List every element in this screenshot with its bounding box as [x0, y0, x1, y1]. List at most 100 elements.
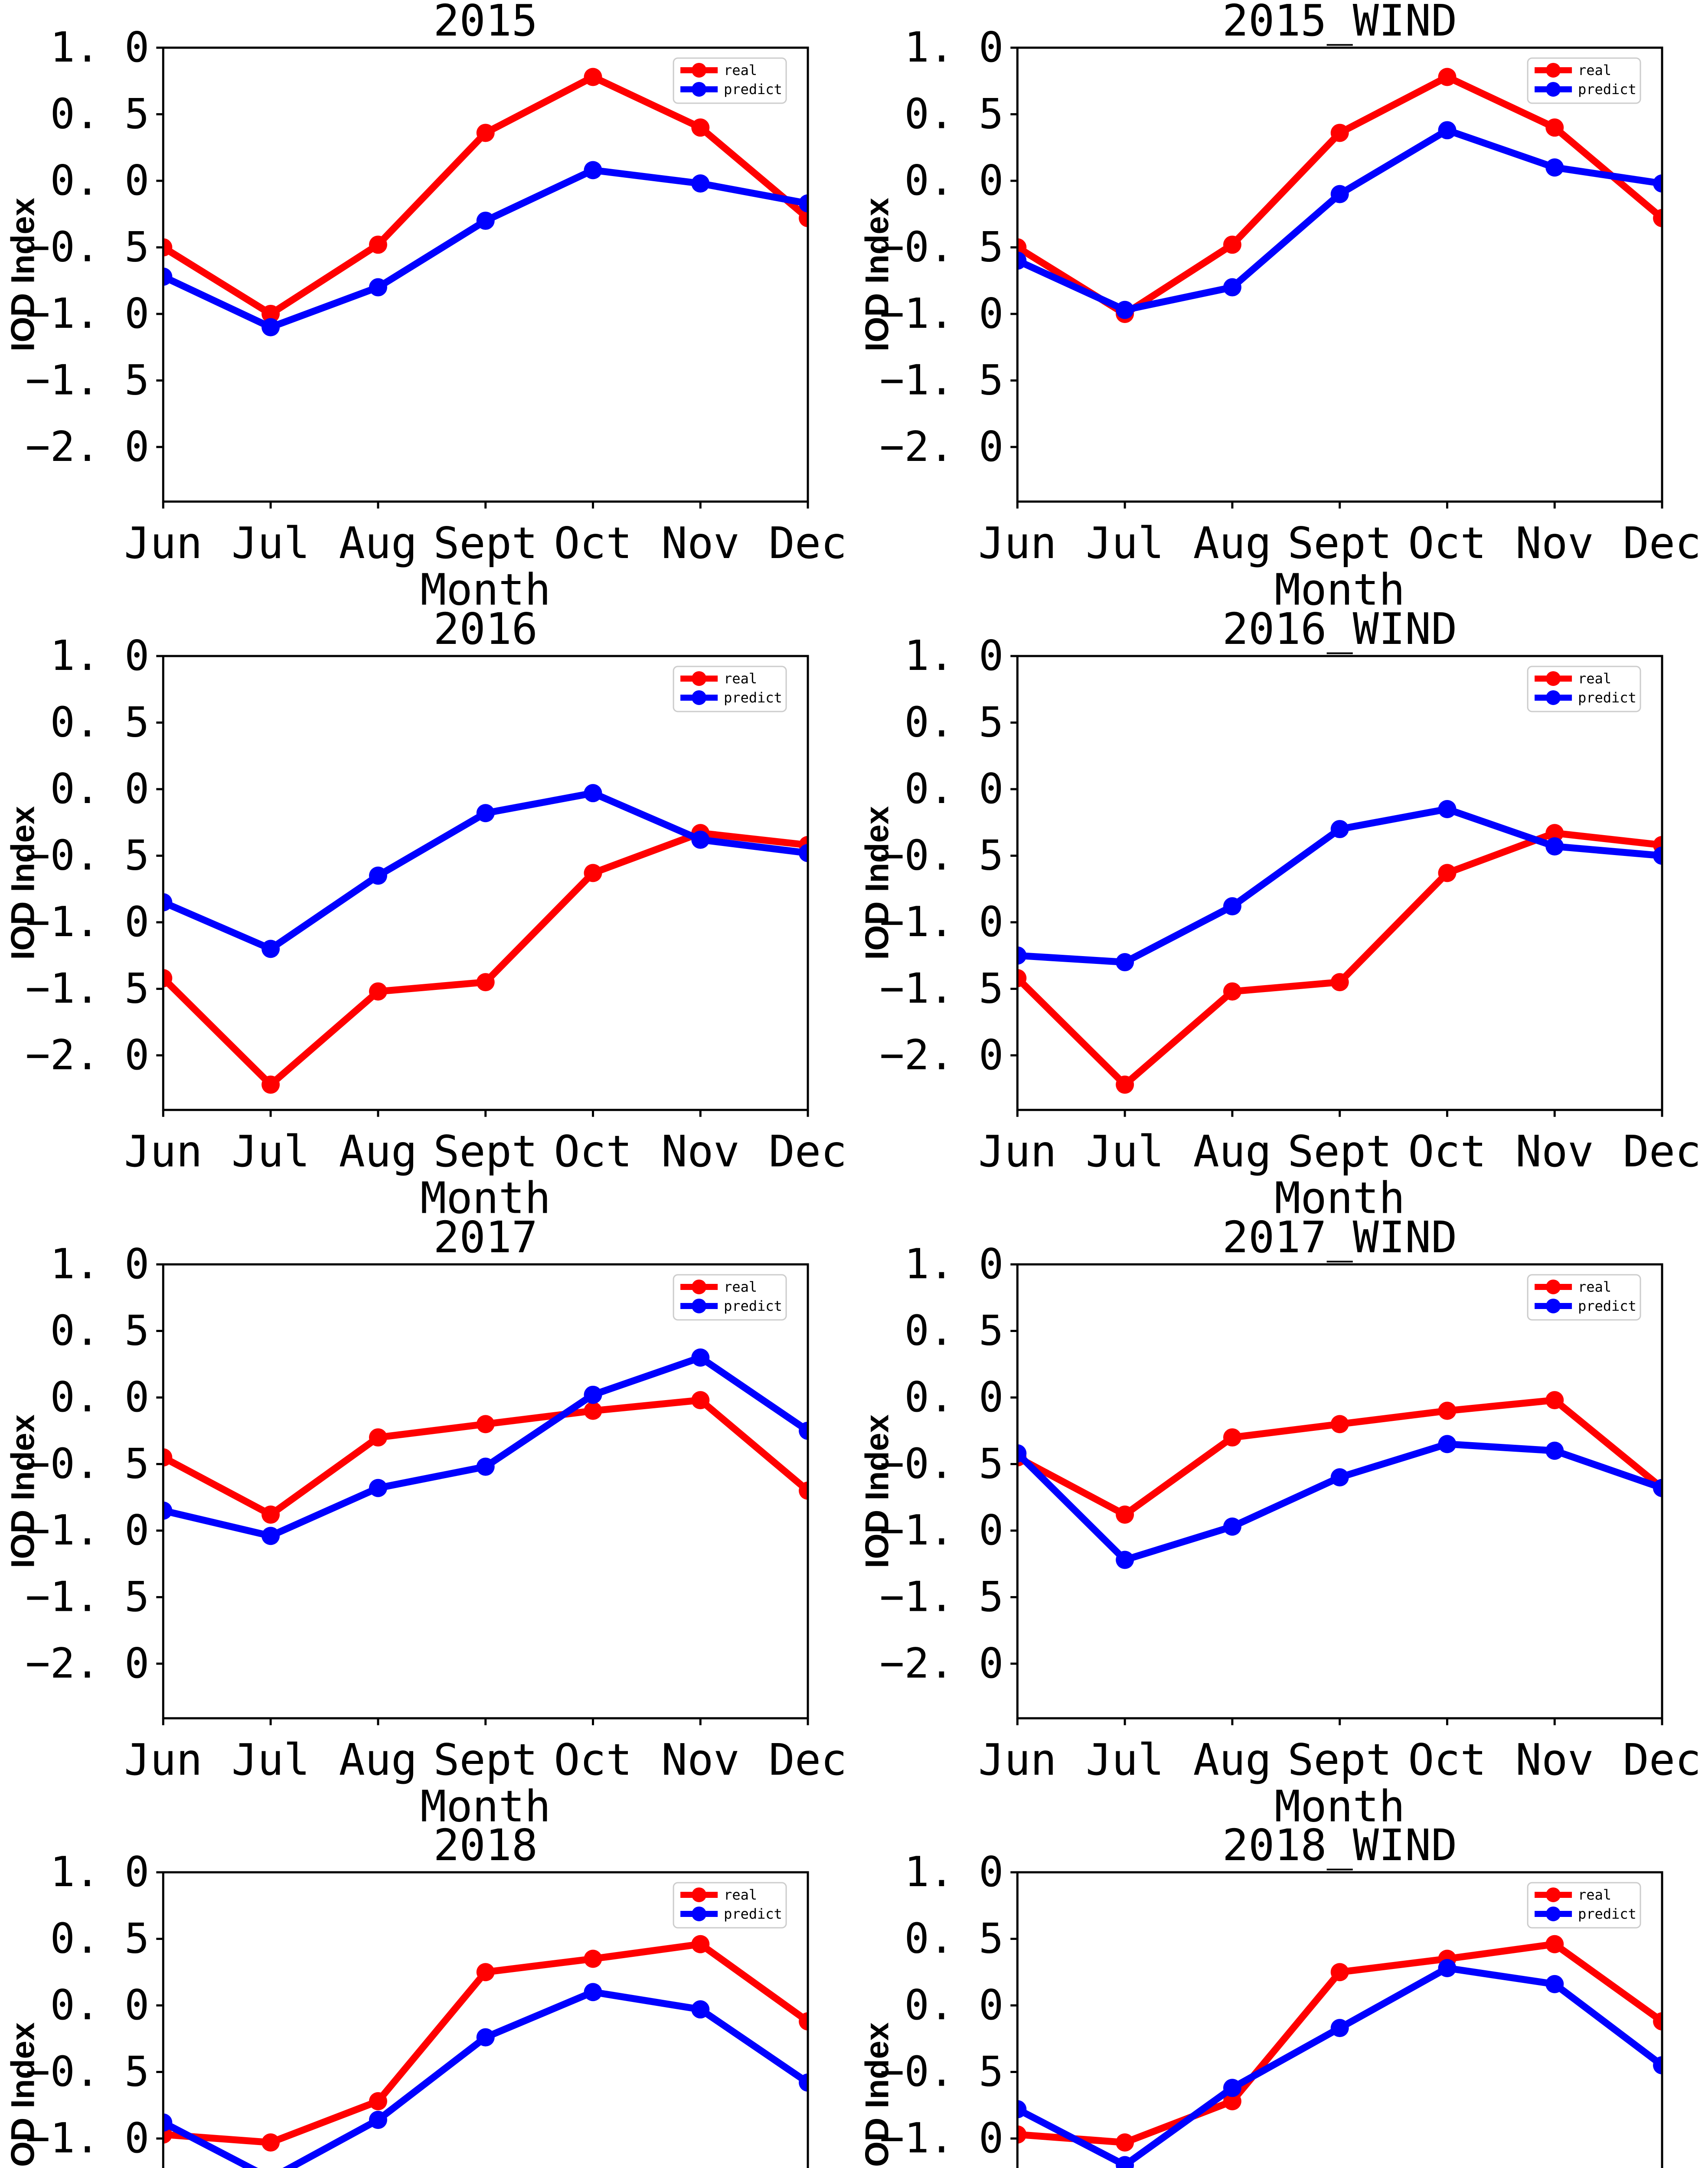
x-tick-label: Aug	[1193, 518, 1271, 568]
legend: real predict	[1527, 1882, 1641, 1929]
y-tick-label: 1. 0	[904, 632, 1003, 680]
x-tick-label: Jun	[124, 518, 202, 568]
real-marker	[1545, 1935, 1564, 1953]
chart-title: 2017_WIND	[1222, 1217, 1457, 1263]
y-tick-label: 1. 0	[904, 1240, 1003, 1288]
real-marker	[1017, 2125, 1026, 2144]
y-tick-label: −1. 5	[879, 356, 1003, 404]
predict-marker	[1115, 953, 1134, 971]
predict-marker	[261, 318, 280, 336]
y-tick-label: −2. 0	[879, 1639, 1003, 1687]
x-tick-label: Nov	[1515, 1734, 1594, 1785]
legend-real-label: real	[1578, 62, 1611, 78]
real-marker	[369, 2092, 387, 2111]
x-tick-label: Aug	[339, 518, 418, 568]
x-tick-label: Nov	[661, 1126, 740, 1177]
chart-canvas-2016-wind: 1. 0 0. 5 0. 0 −0. 5 −1. 0 −1. 5 −2. 0 Jun Jul Au…	[859, 608, 1701, 1217]
y-axis-label: IOD Index	[4, 1414, 41, 1568]
subplot-2015: 1. 0 0. 5 0. 0 −0. 5 −1. 0 −1. 5 −2. 0 Jun Jul Au…	[0, 0, 854, 608]
predict-marker	[1223, 278, 1241, 297]
y-tick-label: −2. 0	[879, 423, 1003, 471]
x-tick-label: Aug	[1193, 1734, 1271, 1785]
real-marker	[691, 1935, 710, 1953]
predict-marker	[1438, 800, 1457, 818]
legend-predict-label: predict	[724, 1297, 782, 1314]
legend-real-label: real	[1578, 670, 1611, 687]
real-marker	[584, 864, 602, 882]
y-tick-label: 0. 5	[50, 1307, 150, 1355]
predict-marker	[1545, 837, 1564, 855]
axes-frame	[1016, 655, 1663, 1111]
x-tick-label: Oct	[1408, 518, 1486, 568]
legend-predict-label: predict	[724, 689, 782, 706]
real-marker	[1115, 1075, 1134, 1094]
y-tick-label: −1. 5	[25, 1573, 149, 1621]
chart-title: 2016	[433, 608, 538, 654]
predict-marker	[1652, 1479, 1662, 1497]
real-marker	[799, 209, 808, 227]
y-tick-label: −1. 5	[25, 356, 149, 404]
predict-marker	[1438, 1434, 1457, 1453]
y-tick-label: 0. 0	[904, 765, 1003, 813]
chart-title: 2018	[433, 1825, 538, 1871]
series-layer	[163, 1348, 808, 1545]
legend: real predict	[1527, 1273, 1641, 1320]
predict-marker	[1017, 1444, 1026, 1463]
legend-real-label: real	[1578, 1887, 1611, 1903]
predict-marker	[261, 1526, 280, 1545]
real-marker	[369, 982, 387, 1001]
y-tick-label: −0. 5	[879, 2048, 1003, 2096]
real-marker	[1545, 118, 1564, 137]
predict-marker	[691, 174, 710, 193]
y-tick-label: 0. 5	[50, 90, 150, 138]
series-layer	[163, 1935, 808, 2168]
real-marker	[1438, 1401, 1457, 1420]
predict-marker	[584, 1983, 602, 2001]
predict-marker	[799, 194, 808, 213]
legend-predict-label: predict	[1578, 689, 1636, 706]
real-marker	[1330, 124, 1349, 142]
x-tick-label: Sept	[1287, 518, 1392, 568]
predict-marker	[476, 212, 495, 230]
y-tick-label: −2. 0	[25, 1032, 149, 1079]
y-tick-label: −1. 0	[25, 290, 149, 338]
y-tick-label: 0. 5	[50, 699, 150, 746]
x-axis-label: Month	[420, 1173, 551, 1217]
predict-marker	[691, 830, 710, 849]
legend: real predict	[1527, 666, 1641, 712]
real-marker	[1652, 209, 1662, 227]
legend-predict-label: predict	[1578, 81, 1636, 98]
real-marker	[163, 969, 173, 987]
axes-frame	[1016, 1871, 1663, 2168]
axes-frame	[162, 655, 809, 1111]
x-axis-label: Month	[1274, 565, 1405, 608]
legend: real predict	[673, 1882, 787, 1929]
x-tick-label: Jun	[978, 1734, 1057, 1785]
x-tick-label: Jun	[124, 1734, 202, 1785]
real-marker	[1330, 1414, 1349, 1433]
predict-marker	[1330, 185, 1349, 203]
x-tick-label: Jul	[1085, 1126, 1164, 1177]
y-tick-label: 1. 0	[50, 24, 150, 72]
real-marker	[1115, 2133, 1134, 2152]
y-axis-label: IOD Index	[859, 198, 895, 352]
predict-marker	[1017, 946, 1026, 965]
x-tick-label: Jul	[232, 1734, 310, 1785]
y-tick-label: −1. 5	[879, 965, 1003, 1012]
x-tick-label: Jul	[1085, 1734, 1164, 1785]
real-marker	[584, 1949, 602, 1968]
real-marker	[1545, 1391, 1564, 1409]
predict-marker	[584, 784, 602, 802]
predict-marker	[369, 866, 387, 885]
predict-marker	[1115, 1550, 1134, 1569]
axes-frame	[1016, 1263, 1663, 1719]
legend-predict-marker	[1545, 690, 1561, 705]
predict-marker	[1330, 2019, 1349, 2037]
legend-predict-marker	[1545, 1907, 1561, 1922]
legend: real predict	[1527, 57, 1641, 104]
real-marker	[584, 68, 602, 86]
y-tick-label: −1. 0	[879, 898, 1003, 946]
series-layer	[1017, 800, 1662, 1094]
real-marker	[476, 1963, 495, 1982]
